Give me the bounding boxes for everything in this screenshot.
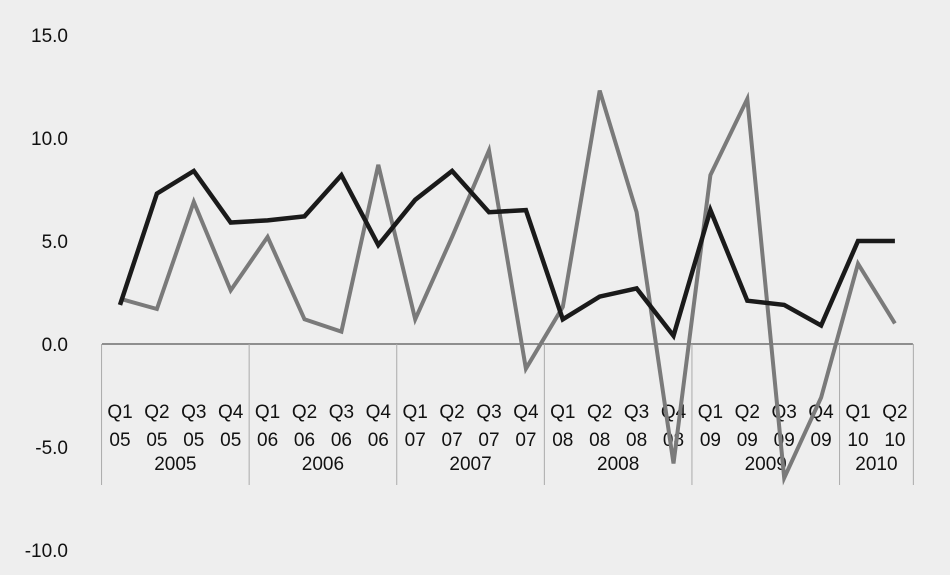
x-tick-year-label: 08 xyxy=(552,430,573,451)
x-tick-year-label: 06 xyxy=(368,430,389,451)
x-year-group-label: 2008 xyxy=(597,454,639,475)
x-tick-year-label: 07 xyxy=(478,430,499,451)
y-tick-label: 5.0 xyxy=(42,232,68,253)
x-year-group-label: 2009 xyxy=(745,454,787,475)
x-year-group-label: 2005 xyxy=(154,454,196,475)
x-tick-year-label: 06 xyxy=(257,430,278,451)
series-line-2 xyxy=(119,90,897,486)
x-tick-quarter-label: Q3 xyxy=(624,402,649,423)
x-tick-year-label: 09 xyxy=(700,430,721,451)
y-tick-label: 15.0 xyxy=(31,26,68,47)
x-tick-year-label: 05 xyxy=(183,430,204,451)
x-year-group-label: 2010 xyxy=(855,454,897,475)
x-tick-year-label: 09 xyxy=(774,430,795,451)
x-axis: Q1 05 Q2 05 Q3 05 Q4 05 Q1 06 Q2 06 Q3 06 Q4 06 Q1 07 Q2 07… xyxy=(101,343,914,485)
series-group xyxy=(117,90,897,486)
x-tick-year-label: 06 xyxy=(294,430,315,451)
x-tick-quarter-label: Q3 xyxy=(329,402,354,423)
x-tick-year-label: 07 xyxy=(515,430,536,451)
x-tick-quarter-label: Q1 xyxy=(107,402,132,423)
x-tick-year-label: 09 xyxy=(737,430,758,451)
x-tick-year-label: 10 xyxy=(847,430,868,451)
x-tick-quarter-label: Q2 xyxy=(882,402,907,423)
x-tick-quarter-label: Q4 xyxy=(366,402,392,423)
y-tick-label: -10.0 xyxy=(25,541,68,562)
x-tick-quarter-label: Q3 xyxy=(476,402,501,423)
x-tick-quarter-label: Q3 xyxy=(181,402,206,423)
x-tick-year-label: 07 xyxy=(405,430,426,451)
x-tick-year-label: 05 xyxy=(146,430,167,451)
x-tick-quarter-label: Q2 xyxy=(735,402,760,423)
x-tick-year-label: 05 xyxy=(109,430,130,451)
series-line-1 xyxy=(117,167,895,341)
x-tick-year-label: 07 xyxy=(442,430,463,451)
x-tick-quarter-label: Q1 xyxy=(403,402,428,423)
x-tick-year-label: 09 xyxy=(811,430,832,451)
x-tick-quarter-label: Q2 xyxy=(587,402,612,423)
x-tick-year-label: 08 xyxy=(589,430,610,451)
y-tick-label: 10.0 xyxy=(31,129,68,150)
y-tick-label: 0.0 xyxy=(42,335,68,356)
x-tick-year-label: 10 xyxy=(884,430,905,451)
x-tick-quarter-label: Q1 xyxy=(698,402,723,423)
x-tick-quarter-label: Q4 xyxy=(513,402,539,423)
x-tick-year-label: 06 xyxy=(331,430,352,451)
x-tick-quarter-label: Q2 xyxy=(292,402,317,423)
y-axis: 15.0 10.0 5.0 0.0 -5.0 -10.0 xyxy=(25,26,68,562)
x-year-group-label: 2007 xyxy=(449,454,491,475)
x-tick-quarter-label: Q2 xyxy=(144,402,169,423)
x-tick-quarter-label: Q2 xyxy=(439,402,464,423)
x-tick-quarter-label: Q4 xyxy=(218,402,244,423)
x-tick-quarter-label: Q1 xyxy=(845,402,870,423)
x-tick-quarter-label: Q1 xyxy=(550,402,575,423)
y-tick-label: -5.0 xyxy=(35,438,68,459)
x-year-group-label: 2006 xyxy=(302,454,344,475)
x-tick-year-label: 08 xyxy=(626,430,647,451)
x-tick-quarter-label: Q1 xyxy=(255,402,280,423)
x-tick-year-label: 05 xyxy=(220,430,241,451)
